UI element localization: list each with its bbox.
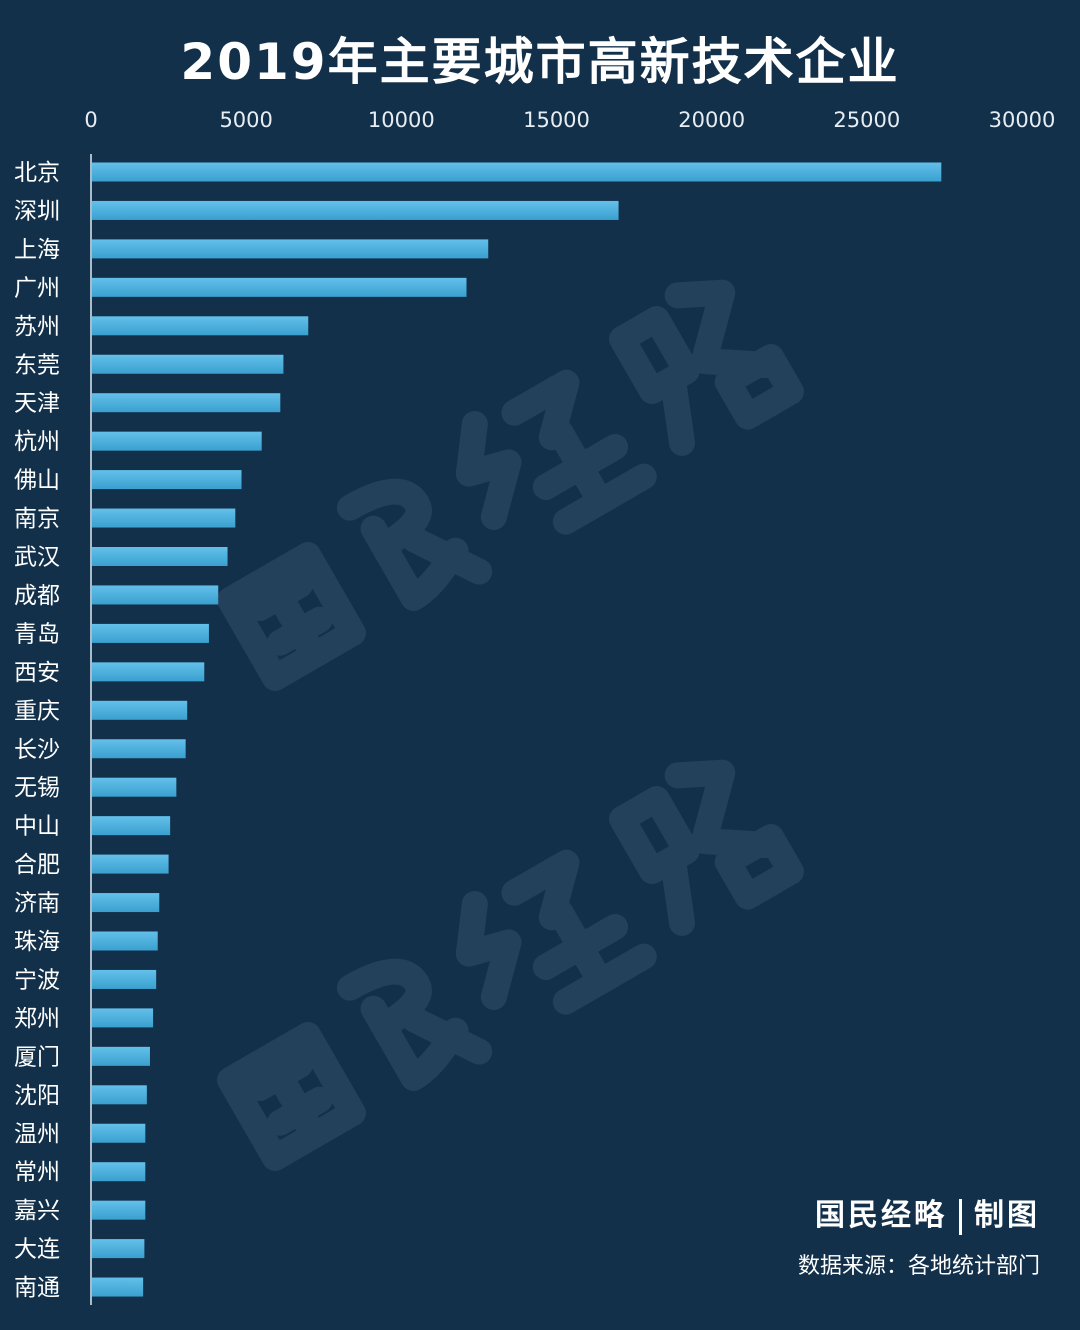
x-tick-label: 25000 xyxy=(833,108,900,132)
bar xyxy=(92,200,619,220)
x-tick-label: 15000 xyxy=(523,108,590,132)
category-label: 温州 xyxy=(14,1121,60,1147)
bar xyxy=(92,547,228,566)
chart-title: 2019年主要城市高新技术企业 xyxy=(180,33,900,91)
bar xyxy=(92,1046,150,1066)
bar xyxy=(92,1239,145,1259)
category-label: 沈阳 xyxy=(14,1083,60,1109)
x-tick-label: 30000 xyxy=(989,108,1056,132)
category-label: 武汉 xyxy=(14,545,60,571)
bar xyxy=(92,623,209,643)
bar xyxy=(92,969,157,989)
category-label: 南通 xyxy=(14,1275,60,1301)
credit-line: 国民经略 制图 xyxy=(815,1190,1040,1235)
bar xyxy=(92,1200,146,1220)
category-label: 重庆 xyxy=(14,698,60,724)
x-axis-ticks: 0 5000 10000 15000 20000 25000 30000 xyxy=(84,108,1055,132)
category-label: 嘉兴 xyxy=(14,1198,60,1224)
bar xyxy=(92,1162,146,1182)
category-label: 大连 xyxy=(14,1237,60,1263)
bar xyxy=(92,1123,146,1143)
category-label: 无锡 xyxy=(14,775,60,801)
category-label: 天津 xyxy=(14,391,60,417)
category-label: 青岛 xyxy=(14,621,60,647)
data-source: 数据来源：各地统计部门 xyxy=(797,1254,1040,1279)
bar xyxy=(92,1277,144,1297)
x-tick-label: 0 xyxy=(84,108,97,132)
category-label: 长沙 xyxy=(14,737,60,763)
category-label: 广州 xyxy=(14,275,60,301)
category-label: 宁波 xyxy=(14,967,60,993)
category-label: 合肥 xyxy=(14,852,60,878)
category-label: 厦门 xyxy=(14,1044,60,1070)
category-label: 苏州 xyxy=(14,314,60,340)
bars xyxy=(92,162,942,1297)
category-label: 西安 xyxy=(14,660,60,686)
bar xyxy=(92,931,158,951)
bar xyxy=(92,1085,147,1105)
bar xyxy=(92,893,160,913)
bar xyxy=(92,431,262,451)
bar xyxy=(92,854,169,874)
bar xyxy=(92,777,177,797)
category-label: 珠海 xyxy=(14,929,60,955)
category-label: 佛山 xyxy=(14,468,60,494)
bar xyxy=(92,700,188,720)
bar xyxy=(92,316,309,336)
category-label: 常州 xyxy=(14,1160,60,1186)
category-label: 南京 xyxy=(14,506,60,532)
bar xyxy=(92,585,219,605)
bar xyxy=(92,662,205,682)
bar xyxy=(92,470,242,490)
category-labels: 北京深圳上海广州苏州东莞天津杭州佛山南京武汉成都青岛西安重庆长沙无锡中山合肥济南… xyxy=(14,160,60,1301)
bar xyxy=(92,739,186,759)
category-label: 北京 xyxy=(14,160,60,186)
category-label: 上海 xyxy=(14,237,60,263)
category-label: 东莞 xyxy=(14,352,60,378)
bar xyxy=(92,239,489,259)
credit-brand: 国民经略 xyxy=(815,1198,947,1233)
credit-separator xyxy=(959,1199,962,1235)
credit-role: 制图 xyxy=(974,1198,1040,1233)
category-label: 深圳 xyxy=(14,198,60,224)
bar xyxy=(92,508,236,528)
x-tick-label: 20000 xyxy=(678,108,745,132)
category-label: 济南 xyxy=(14,891,60,917)
category-label: 成都 xyxy=(14,583,60,609)
bar xyxy=(92,162,942,182)
bar xyxy=(92,393,281,413)
category-label: 杭州 xyxy=(14,429,60,455)
bar xyxy=(92,277,467,297)
bar xyxy=(92,354,284,374)
category-label: 郑州 xyxy=(14,1006,60,1032)
bar xyxy=(92,816,171,836)
x-tick-label: 5000 xyxy=(219,108,272,132)
bar xyxy=(92,1008,154,1028)
x-tick-label: 10000 xyxy=(368,108,435,132)
category-label: 中山 xyxy=(14,814,60,840)
